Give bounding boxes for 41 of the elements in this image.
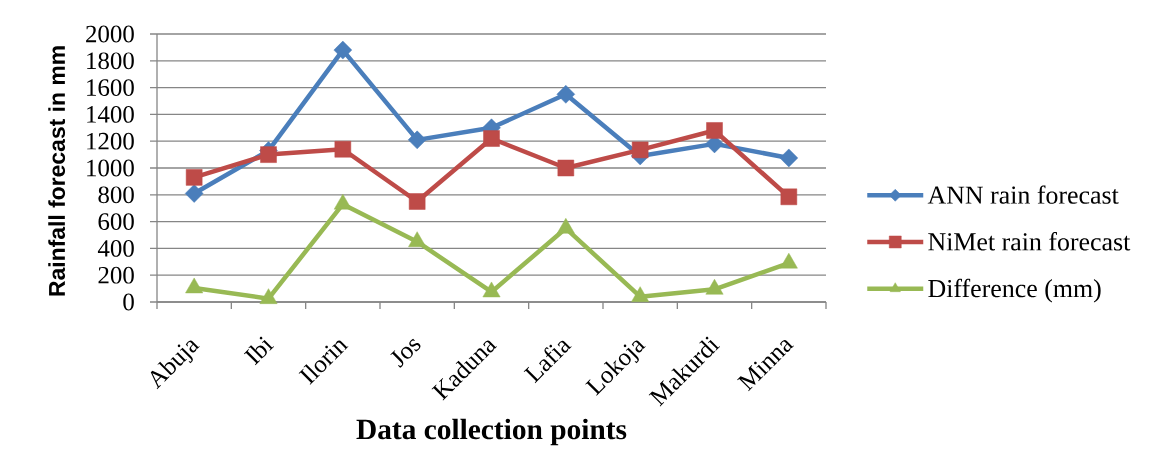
point — [184, 184, 204, 203]
point — [779, 148, 799, 168]
y-tick-label: 1200 — [87, 132, 134, 150]
y-tick-label: 1600 — [87, 79, 134, 97]
y-tick-label: 400 — [97, 240, 134, 257]
y-tick-label: 800 — [98, 186, 134, 204]
legend-label: Difference (mm) — [928, 278, 1101, 303]
x-axis-title: Data collection points — [356, 418, 627, 446]
point — [260, 146, 277, 163]
y-tick-label: 600 — [98, 213, 134, 231]
point — [185, 277, 204, 294]
point — [408, 231, 427, 247]
y-tick-label: 1800 — [87, 52, 134, 70]
point — [185, 169, 203, 186]
point — [557, 159, 575, 177]
point — [259, 288, 278, 304]
point — [333, 40, 353, 60]
y-tick-label: 2000 — [86, 25, 134, 43]
point — [779, 252, 798, 269]
point — [334, 140, 352, 158]
point — [631, 141, 649, 159]
y-axis-title: Rainfall forecast in mm — [48, 46, 66, 296]
x-tick-label: Jos — [390, 338, 421, 368]
point — [705, 279, 724, 295]
point — [333, 193, 352, 210]
y-tick-label: 200 — [98, 266, 134, 284]
point — [483, 130, 500, 147]
point — [556, 218, 575, 234]
legend-label: ANN rain forecast — [927, 185, 1119, 204]
point — [631, 286, 650, 302]
point — [408, 193, 426, 210]
legend-label: NiMet rain forecast — [928, 232, 1131, 251]
y-tick-label: 0 — [123, 293, 134, 311]
point — [482, 281, 501, 298]
y-tick-label: 1000 — [87, 159, 134, 177]
point — [407, 130, 427, 150]
point — [780, 188, 798, 206]
point — [706, 122, 723, 139]
y-tick-label: 1400 — [87, 106, 134, 123]
x-tick-label: Ibi — [243, 336, 275, 366]
point — [556, 85, 576, 104]
